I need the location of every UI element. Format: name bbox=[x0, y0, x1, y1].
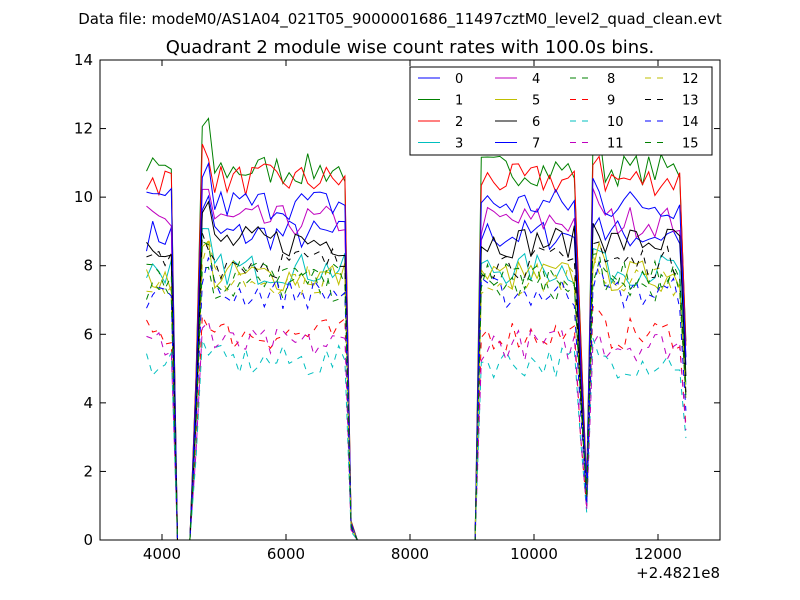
y-tick-label: 12 bbox=[74, 120, 93, 138]
chart-suptitle: Data file: modeM0/AS1A04_021T05_90000016… bbox=[78, 10, 722, 29]
series-line-8 bbox=[146, 260, 687, 541]
series-line-13 bbox=[146, 233, 687, 541]
x-tick-label: 4000 bbox=[143, 545, 181, 563]
series-line-9 bbox=[146, 305, 687, 541]
legend-label-6: 6 bbox=[532, 115, 540, 130]
y-tick-label: 4 bbox=[83, 394, 93, 412]
x-tick-label: 12000 bbox=[634, 545, 682, 563]
series-line-10 bbox=[146, 337, 687, 541]
series-line-14 bbox=[146, 257, 687, 541]
x-tick-label: 6000 bbox=[267, 545, 305, 563]
series-line-11 bbox=[146, 321, 687, 541]
plot-lines bbox=[146, 117, 687, 541]
series-line-7 bbox=[146, 161, 687, 541]
legend-label-9: 9 bbox=[607, 94, 615, 109]
series-line-4 bbox=[146, 188, 687, 541]
y-tick-label: 10 bbox=[74, 188, 93, 206]
legend-label-1: 1 bbox=[455, 94, 463, 109]
legend-label-3: 3 bbox=[455, 137, 463, 152]
series-line-15 bbox=[146, 240, 687, 541]
y-tick-label: 2 bbox=[83, 462, 93, 480]
series-line-0 bbox=[146, 194, 687, 541]
x-tick-label: 10000 bbox=[510, 545, 558, 563]
series-line-6 bbox=[146, 200, 687, 541]
y-tick-label: 8 bbox=[83, 257, 93, 275]
series-line-1 bbox=[146, 117, 687, 541]
series-line-2 bbox=[146, 143, 687, 541]
x-tick-label: 8000 bbox=[391, 545, 429, 563]
y-tick-label: 14 bbox=[74, 51, 93, 69]
chart-title: Quadrant 2 module wise count rates with … bbox=[166, 37, 655, 58]
legend-label-4: 4 bbox=[532, 72, 540, 87]
y-tick-label: 6 bbox=[83, 325, 93, 343]
legend-label-11: 11 bbox=[607, 137, 624, 152]
legend-label-14: 14 bbox=[682, 115, 699, 130]
y-tick-label: 0 bbox=[83, 531, 93, 549]
legend-frame bbox=[409, 66, 713, 156]
legend-label-0: 0 bbox=[455, 72, 463, 87]
legend-label-12: 12 bbox=[682, 72, 699, 87]
legend-label-10: 10 bbox=[607, 115, 624, 130]
legend-label-5: 5 bbox=[532, 94, 540, 109]
series-line-3 bbox=[146, 227, 687, 541]
legend-label-7: 7 bbox=[532, 137, 540, 152]
legend-label-8: 8 bbox=[607, 72, 615, 87]
x-offset-label: +2.4821e8 bbox=[636, 564, 720, 582]
legend-label-15: 15 bbox=[682, 137, 699, 152]
legend-label-2: 2 bbox=[455, 115, 463, 130]
legend-label-13: 13 bbox=[682, 94, 699, 109]
